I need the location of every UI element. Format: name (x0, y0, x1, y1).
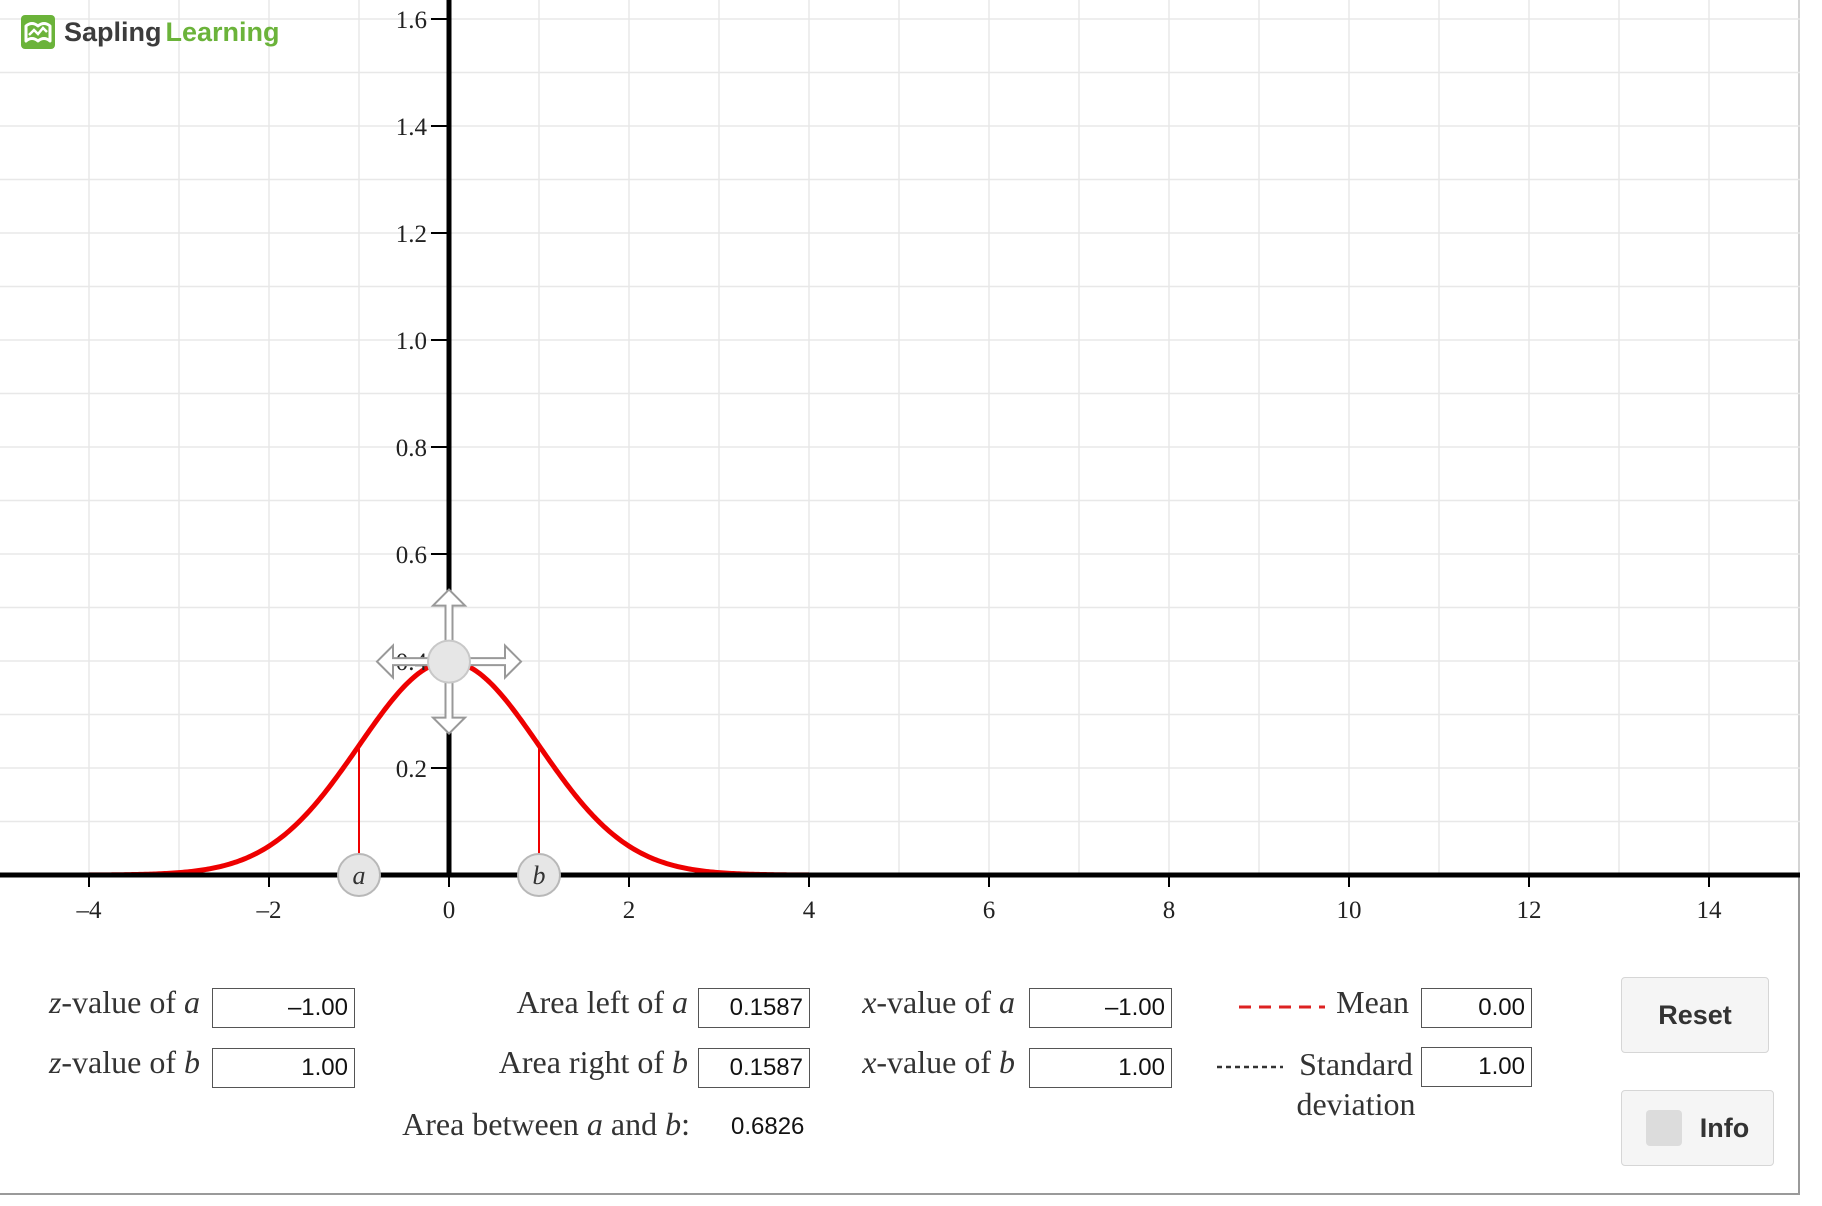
y-tick-label: 1.0 (396, 328, 427, 355)
x-value-b-label: x-value of b (862, 1044, 1015, 1080)
logo-word-learning: Learning (165, 16, 280, 47)
peak-handle-knob[interactable] (427, 639, 471, 684)
x-tick-label: 10 (1337, 897, 1362, 924)
x-tick-label: 0 (443, 897, 456, 924)
area-right-value: 0.1587 (698, 1048, 810, 1088)
y-tick-label: 1.6 (396, 7, 427, 34)
z-value-a-label: z-value of a (48, 984, 200, 1020)
z-value-a-input[interactable]: –1.00 (212, 988, 355, 1028)
sapling-logo: Sapling Learning (20, 14, 280, 50)
plot-area[interactable]: –4–2024681012140.20.40.60.81.01.21.41.6 … (0, 0, 1800, 940)
info-button-label: Info (1699, 1112, 1750, 1143)
grid-lines (0, 0, 1800, 875)
y-tick-label: 1.4 (396, 114, 428, 141)
marker-label-a: a (353, 861, 366, 890)
info-checkbox-icon[interactable] (1645, 1110, 1682, 1146)
sapling-logo-icon (21, 15, 55, 49)
x-tick-label: 6 (983, 897, 996, 924)
x-tick-label: 12 (1517, 897, 1542, 924)
y-tick-label: 0.8 (396, 435, 427, 462)
mean-label: Mean (1336, 984, 1409, 1020)
x-value-a-label: x-value of a (862, 984, 1015, 1020)
x-tick-label: 8 (1163, 897, 1176, 924)
peak-handle[interactable] (375, 588, 523, 736)
area-between-value: 0.6826 (731, 1113, 805, 1140)
marker-handle-b[interactable] (517, 853, 561, 897)
x-tick-label: 14 (1697, 897, 1723, 924)
area-left-label: Area left of a (516, 984, 688, 1020)
y-tick-label: 0.6 (396, 542, 427, 569)
sd-label: Standard deviation (1296, 1046, 1416, 1122)
x-tick-label: 2 (623, 897, 636, 924)
area-right-label: Area right of b (498, 1044, 688, 1080)
mean-input[interactable]: 0.00 (1421, 988, 1532, 1028)
y-tick-label: 1.2 (396, 221, 427, 248)
x-tick-label: 4 (803, 897, 816, 924)
axes (0, 0, 1800, 878)
mean-legend-line (1239, 1005, 1325, 1009)
y-tick-label: 0.2 (396, 756, 427, 783)
z-value-b-input[interactable]: 1.00 (212, 1048, 355, 1088)
sd-input[interactable]: 1.00 (1421, 1047, 1532, 1087)
reset-button[interactable]: Reset (1621, 977, 1769, 1053)
info-button[interactable]: Info (1621, 1090, 1774, 1166)
logo-word-sapling: Sapling (64, 16, 162, 47)
x-value-a-input[interactable]: –1.00 (1029, 988, 1172, 1028)
x-tick-label: –2 (256, 897, 282, 924)
z-value-b-label: z-value of b (48, 1044, 200, 1080)
area-left-value: 0.1587 (698, 988, 810, 1028)
x-tick-label: –4 (76, 897, 103, 924)
marker-handle-a[interactable] (337, 853, 381, 897)
x-value-b-input[interactable]: 1.00 (1029, 1048, 1172, 1088)
area-between-label: Area between a and b: (402, 1106, 690, 1142)
marker-label-b: b (533, 861, 546, 890)
sd-legend-line (1217, 1065, 1283, 1069)
